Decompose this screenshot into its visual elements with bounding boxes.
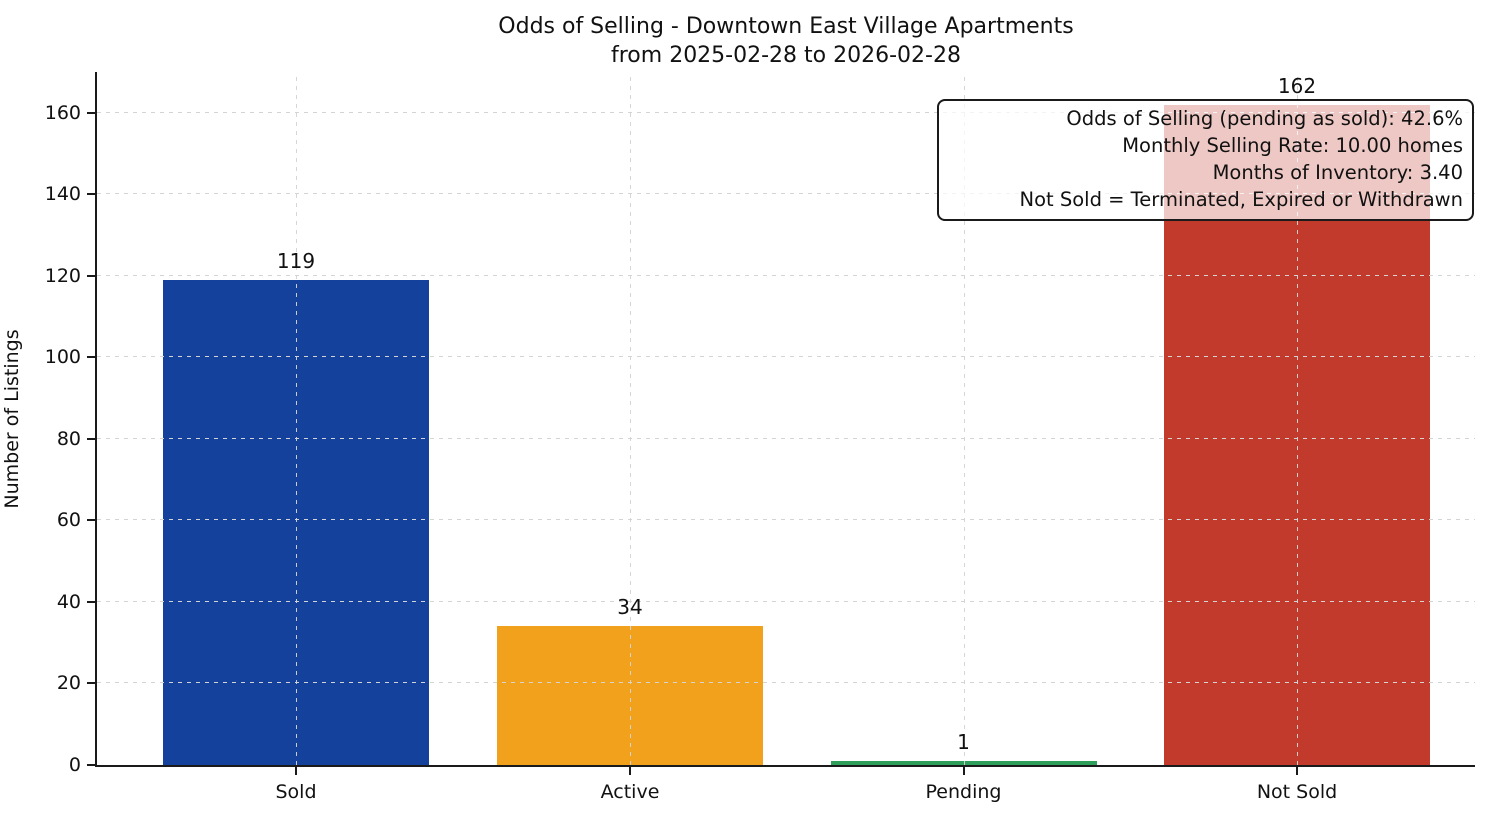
y-tick-mark-0 bbox=[87, 764, 95, 766]
h-gridline-80 bbox=[97, 437, 1475, 439]
x-tick-mark-sold bbox=[295, 767, 297, 775]
chart-title-line1: Odds of Selling - Downtown East Village … bbox=[498, 14, 1074, 39]
y-tick-mark-160 bbox=[87, 111, 95, 114]
x-tick-label-active: Active bbox=[600, 781, 660, 803]
v-gridline-pending bbox=[963, 72, 965, 765]
y-tick-label-80: 80 bbox=[56, 427, 81, 450]
y-tick-label-160: 160 bbox=[44, 101, 81, 124]
x-tick-label-pending: Pending bbox=[925, 781, 1002, 803]
y-tick-label-120: 120 bbox=[44, 264, 81, 287]
y-tick-label-140: 140 bbox=[44, 183, 81, 206]
h-gridline-40 bbox=[97, 600, 1475, 602]
v-gridline-not-sold bbox=[1297, 72, 1298, 765]
x-tick-mark-pending bbox=[962, 767, 965, 775]
h-gridline-100 bbox=[97, 356, 1475, 358]
h-gridline-20 bbox=[97, 682, 1475, 684]
plot-area: Odds of Selling (pending as sold): 42.6%… bbox=[45, 72, 1475, 803]
y-tick-label-100: 100 bbox=[44, 346, 81, 369]
y-tick-mark-20 bbox=[87, 682, 95, 685]
y-tick-mark-140 bbox=[87, 193, 95, 196]
y-tick-mark-120 bbox=[87, 274, 95, 277]
y-tick-mark-60 bbox=[87, 519, 95, 522]
h-gridline-160 bbox=[97, 111, 1475, 113]
bar-value-label-sold: 119 bbox=[276, 248, 316, 273]
bar-value-label-pending: 1 bbox=[957, 729, 970, 754]
annotation-not-sold-definition: Not Sold = Terminated, Expired or Withdr… bbox=[1019, 188, 1463, 211]
annotation-odds-of-selling: Odds of Selling (pending as sold): 42.6% bbox=[1066, 107, 1463, 130]
v-gridline-active bbox=[630, 72, 631, 765]
bar-value-label-active: 34 bbox=[617, 595, 643, 620]
x-axis-spine bbox=[95, 765, 1475, 767]
x-tick-label-not-sold: Not Sold bbox=[1256, 781, 1338, 803]
h-gridline-60 bbox=[97, 519, 1475, 521]
y-tick-label-0: 0 bbox=[68, 754, 81, 776]
y-tick-mark-80 bbox=[87, 437, 95, 440]
x-tick-mark-active bbox=[629, 767, 631, 775]
y-axis-spine bbox=[95, 72, 97, 767]
h-gridline-120 bbox=[97, 274, 1475, 276]
chart-title: Odds of Selling - Downtown East Village … bbox=[97, 12, 1475, 70]
y-tick-mark-100 bbox=[87, 356, 95, 359]
bar-value-label-not-sold: 162 bbox=[1277, 73, 1317, 98]
y-tick-label-40: 40 bbox=[56, 590, 81, 613]
y-tick-label-60: 60 bbox=[56, 509, 81, 532]
y-tick-mark-40 bbox=[87, 600, 95, 603]
v-gridline-sold bbox=[296, 72, 297, 765]
h-gridline-140 bbox=[97, 193, 1475, 195]
x-tick-mark-not-sold bbox=[1296, 767, 1298, 775]
annotation-months-of-inventory: Months of Inventory: 3.40 bbox=[1212, 161, 1463, 184]
annotation-monthly-selling-rate: Monthly Selling Rate: 10.00 homes bbox=[1122, 134, 1463, 157]
chart-title-line2: from 2025-02-28 to 2026-02-28 bbox=[611, 43, 961, 68]
x-tick-label-sold: Sold bbox=[275, 781, 317, 803]
y-tick-label-20: 20 bbox=[56, 672, 81, 695]
annotation-box: Odds of Selling (pending as sold): 42.6%… bbox=[937, 99, 1474, 221]
